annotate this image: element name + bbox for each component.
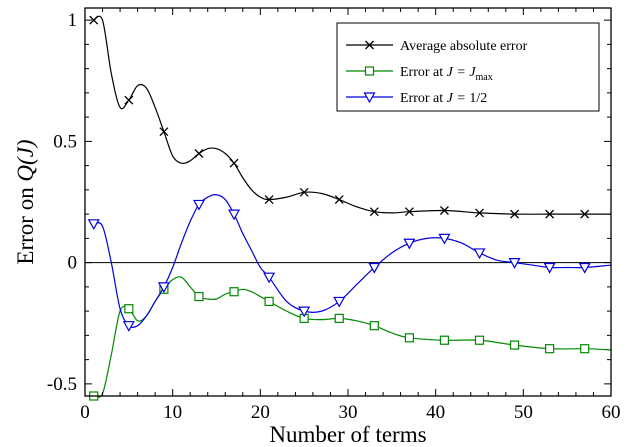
data-point-average-absolute-error bbox=[510, 209, 520, 219]
data-point-error-at-jmax bbox=[580, 344, 590, 354]
data-point-average-absolute-error bbox=[545, 209, 555, 219]
legend-marker bbox=[363, 92, 376, 104]
x-tick-label: 60 bbox=[602, 402, 621, 423]
legend-marker bbox=[364, 66, 375, 76]
data-point-error-at-j-half bbox=[263, 272, 276, 284]
y-tick-label: 0 bbox=[68, 253, 78, 274]
data-point-average-absolute-error bbox=[439, 206, 449, 215]
data-point-average-absolute-error bbox=[124, 95, 134, 105]
legend: Average absolute error Error at J = Jmax E… bbox=[336, 22, 600, 112]
data-point-average-absolute-error bbox=[475, 208, 484, 218]
data-point-average-absolute-error bbox=[89, 15, 99, 25]
data-point-error-at-jmax bbox=[474, 335, 485, 345]
y-axis-label-text: Error on bbox=[13, 182, 38, 265]
data-point-error-at-j-half bbox=[192, 199, 205, 211]
legend-label: Average absolute error bbox=[400, 39, 528, 54]
series-line-average-absolute-error bbox=[93, 15, 611, 215]
series-line-error-at-jmax bbox=[93, 276, 612, 398]
y-axis-label-math: Q(J) bbox=[13, 139, 38, 181]
data-point-error-at-jmax bbox=[334, 313, 344, 323]
data-point-average-absolute-error bbox=[580, 209, 590, 219]
data-point-average-absolute-error bbox=[194, 149, 204, 158]
data-point-error-at-j-half bbox=[157, 282, 170, 294]
legend-label: Error at J = 1/2 bbox=[400, 91, 487, 106]
data-point-error-at-j-half bbox=[87, 219, 100, 231]
data-point-error-at-j-half bbox=[333, 296, 346, 308]
x-tick-label: 0 bbox=[80, 402, 90, 423]
data-point-average-absolute-error bbox=[404, 207, 414, 217]
legend-marker bbox=[365, 40, 374, 50]
data-point-error-at-jmax bbox=[509, 340, 520, 350]
data-point-error-at-j-half bbox=[508, 258, 521, 269]
data-point-average-absolute-error bbox=[159, 127, 169, 137]
data-point-average-absolute-error bbox=[299, 187, 309, 197]
series-error-at-jmax bbox=[89, 276, 612, 401]
data-point-error-at-j-half bbox=[122, 321, 135, 332]
data-point-error-at-j-half bbox=[228, 209, 241, 221]
y-tick-label: -0.5 bbox=[47, 374, 77, 395]
data-point-error-at-j-half bbox=[543, 262, 556, 274]
data-point-average-absolute-error bbox=[334, 195, 344, 205]
data-point-error-at-jmax bbox=[194, 291, 204, 302]
x-tick-label: 30 bbox=[339, 402, 358, 423]
data-point-error-at-j-half bbox=[578, 262, 591, 274]
data-point-error-at-j-half bbox=[473, 248, 486, 260]
data-point-error-at-j-half bbox=[298, 306, 311, 318]
x-axis-label: Number of terms bbox=[269, 422, 426, 447]
data-point-average-absolute-error bbox=[369, 207, 379, 217]
series-average-absolute-error bbox=[89, 15, 611, 219]
data-point-error-at-j-half bbox=[368, 262, 381, 274]
legend-label: Error at J = Jmax bbox=[400, 65, 493, 83]
data-point-error-at-jmax bbox=[124, 304, 134, 314]
series-error-at-j-half bbox=[87, 194, 612, 332]
data-point-error-at-jmax bbox=[229, 287, 239, 297]
y-tick-label: 1 bbox=[68, 10, 78, 31]
data-point-average-absolute-error bbox=[229, 158, 239, 168]
series-line-error-at-j-half bbox=[93, 194, 612, 328]
data-point-error-at-jmax bbox=[545, 344, 555, 354]
data-point-error-at-jmax bbox=[439, 335, 450, 345]
x-tick-label: 20 bbox=[251, 402, 270, 423]
legend-entry-average-absolute-error: Average absolute error bbox=[346, 39, 528, 54]
data-point-error-at-jmax bbox=[264, 296, 274, 307]
data-point-error-at-j-half bbox=[403, 238, 416, 250]
x-tick-label: 10 bbox=[163, 402, 182, 423]
series-layer bbox=[87, 15, 612, 401]
legend-entry-error-at-jmax: Error at J = Jmax bbox=[346, 65, 493, 83]
data-point-error-at-jmax bbox=[369, 321, 379, 331]
legend-entry-error-at-j-half: Error at J = 1/2 bbox=[346, 91, 487, 106]
y-tick-label: 0.5 bbox=[53, 131, 77, 152]
data-point-error-at-jmax bbox=[404, 333, 414, 343]
x-tick-label: 40 bbox=[426, 402, 445, 423]
data-point-error-at-j-half bbox=[438, 233, 451, 245]
y-axis-label: Error on Q(J) bbox=[13, 139, 38, 264]
legend-box bbox=[336, 22, 600, 112]
x-tick-label: 50 bbox=[514, 402, 533, 423]
axes-layer: 0 10 20 30 40 50 60-0.500.51 bbox=[47, 7, 621, 423]
data-point-average-absolute-error bbox=[264, 195, 274, 205]
